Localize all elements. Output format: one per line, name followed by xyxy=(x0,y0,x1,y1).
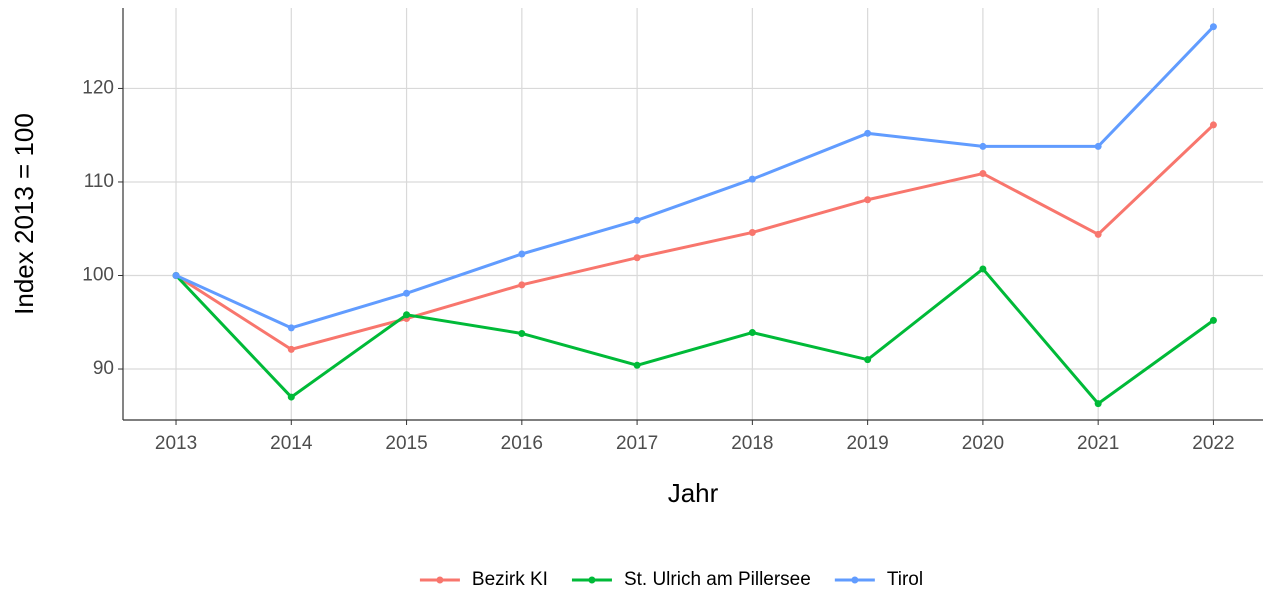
data-point xyxy=(864,129,872,137)
data-point xyxy=(979,170,987,178)
data-point xyxy=(1209,23,1217,31)
y-tick-label: 90 xyxy=(93,358,114,379)
x-tick-label: 2021 xyxy=(1077,433,1119,454)
x-tick-label: 2016 xyxy=(501,433,543,454)
x-tick-label: 2018 xyxy=(731,433,773,454)
series-line xyxy=(175,25,1215,330)
series-line xyxy=(174,266,1215,406)
y-tick-label: 120 xyxy=(82,77,114,98)
data-point xyxy=(633,361,641,369)
legend-label: Bezirk KI xyxy=(472,569,548,590)
data-point xyxy=(403,311,411,319)
data-point xyxy=(518,250,526,258)
x-tick-label: 2015 xyxy=(385,433,427,454)
x-tick-label: 2013 xyxy=(155,433,197,454)
data-point xyxy=(403,289,411,297)
data-point xyxy=(748,329,756,337)
data-point xyxy=(633,216,641,224)
x-tick-label: 2022 xyxy=(1192,433,1234,454)
data-point xyxy=(1094,400,1102,408)
data-point xyxy=(1209,316,1217,324)
data-point xyxy=(1209,121,1217,129)
x-tick-label: 2014 xyxy=(270,433,313,454)
data-point xyxy=(864,356,872,364)
data-point xyxy=(1094,230,1102,238)
data-point xyxy=(748,175,756,183)
x-tick-label: 2020 xyxy=(962,433,1004,454)
data-point xyxy=(518,329,526,337)
x-axis-label: Jahr xyxy=(668,478,719,508)
series-line xyxy=(175,123,1215,352)
data-point xyxy=(287,324,295,332)
x-tick-label: 2017 xyxy=(616,433,658,454)
legend-marker xyxy=(436,576,444,584)
data-point xyxy=(287,345,295,353)
legend-marker xyxy=(588,576,596,584)
data-point xyxy=(1094,142,1102,150)
legend-label: St. Ulrich am Pillersee xyxy=(624,569,811,590)
data-point xyxy=(979,142,987,150)
y-tick-label: 110 xyxy=(84,171,114,192)
data-point xyxy=(287,393,295,401)
y-axis-label: Index 2013 = 100 xyxy=(9,113,39,315)
x-tick-label: 2019 xyxy=(846,433,888,454)
data-point xyxy=(633,254,641,262)
y-tick-label: 100 xyxy=(82,265,114,286)
data-point xyxy=(748,228,756,236)
data-point xyxy=(518,281,526,289)
data-point xyxy=(172,271,180,279)
legend-marker xyxy=(851,576,859,584)
data-point xyxy=(979,265,987,273)
data-point xyxy=(864,196,872,204)
legend-label: Tirol xyxy=(887,569,923,590)
